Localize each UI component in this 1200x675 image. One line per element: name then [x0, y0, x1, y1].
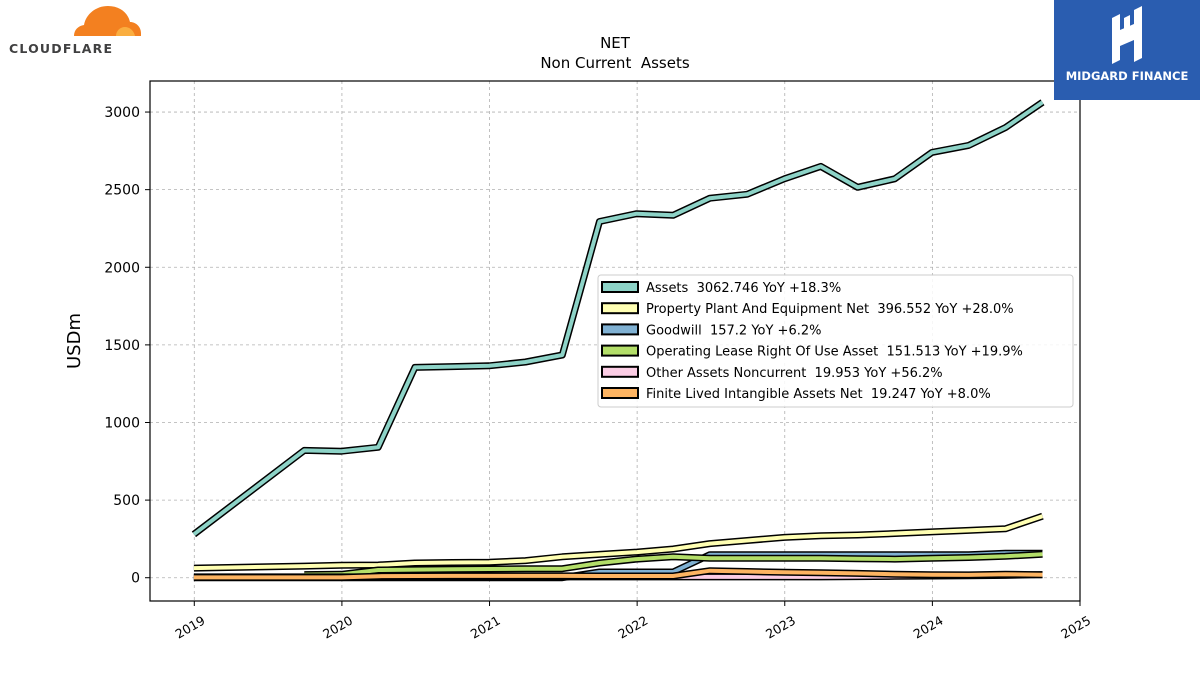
y-tick-label: 1000	[104, 415, 140, 431]
series-line-5	[193, 568, 1043, 580]
series-line-3	[304, 552, 1043, 577]
cloudflare-logo: CLOUDFLARE	[4, 4, 146, 56]
x-tick-label: 2020	[320, 613, 355, 642]
legend-swatch	[601, 344, 639, 357]
y-axis: 0 500 1000 1500 2000 2500 3000	[104, 105, 150, 587]
legend-swatch	[601, 365, 639, 378]
legend-label: Operating Lease Right Of Use Asset 151.5…	[646, 345, 1023, 360]
legend-label: Goodwill 157.2 YoY +6.2%	[646, 323, 821, 338]
midgard-wordmark: MIDGARD FINANCE	[1065, 69, 1189, 83]
x-axis: 2019 2020 2021 2022 2023 2024 2025	[173, 601, 1093, 642]
plot-frame	[149, 80, 1081, 602]
chart-title: NET	[600, 34, 631, 52]
y-axis-label: USDm	[64, 313, 85, 369]
legend-swatch	[601, 302, 639, 315]
legend-label: Other Assets Noncurrent 19.953 YoY +56.2…	[646, 366, 943, 381]
legend-label: Property Plant And Equipment Net 396.552…	[646, 302, 1014, 317]
series-layer	[191, 99, 1045, 582]
legend-label: Assets 3062.746 YoY +18.3%	[646, 281, 841, 296]
y-tick-label: 1500	[104, 338, 140, 354]
legend-swatch	[601, 387, 639, 399]
legend-swatch	[601, 281, 639, 293]
x-tick-label: 2019	[173, 613, 208, 642]
y-tick-label: 0	[131, 571, 140, 587]
cloudflare-wordmark: CLOUDFLARE	[9, 41, 114, 56]
x-tick-label: 2021	[468, 613, 503, 642]
y-tick-label: 2500	[104, 183, 140, 199]
chart-subtitle: Non Current Assets	[540, 54, 690, 72]
legend: Assets 3062.746 YoY +18.3% Property Plant…	[597, 274, 1074, 408]
cloud-icon	[74, 6, 141, 36]
series-line-1	[193, 514, 1044, 571]
legend-label: Finite Lived Intangible Assets Net 19.24…	[646, 387, 991, 402]
x-tick-label: 2024	[911, 613, 946, 642]
y-tick-label: 3000	[104, 105, 140, 121]
x-tick-label: 2023	[763, 613, 798, 642]
midgard-emblem-icon	[1112, 6, 1142, 64]
series-line-0	[192, 100, 1044, 536]
y-tick-label: 2000	[104, 260, 140, 276]
y-tick-label: 500	[113, 493, 140, 509]
x-tick-label: 2025	[1058, 613, 1093, 642]
legend-frame	[597, 274, 1074, 408]
midgard-finance-logo: MIDGARD FINANCE	[1054, 0, 1200, 100]
x-tick-label: 2022	[615, 613, 650, 642]
legend-swatch	[601, 323, 639, 336]
